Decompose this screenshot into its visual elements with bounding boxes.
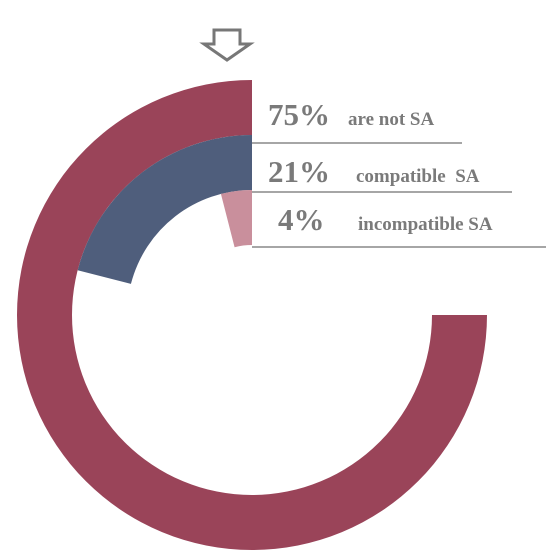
value-label: 4% — [278, 202, 325, 237]
value-label: 21% — [268, 154, 330, 189]
value-label: 75% — [268, 97, 330, 132]
category-label: compatible SA — [356, 166, 480, 187]
ring-bar — [220, 190, 252, 248]
category-label: incompatible SA — [358, 214, 493, 235]
arrow-icon — [199, 28, 255, 62]
ring-bar — [77, 135, 252, 284]
category-label: are not SA — [348, 109, 434, 130]
